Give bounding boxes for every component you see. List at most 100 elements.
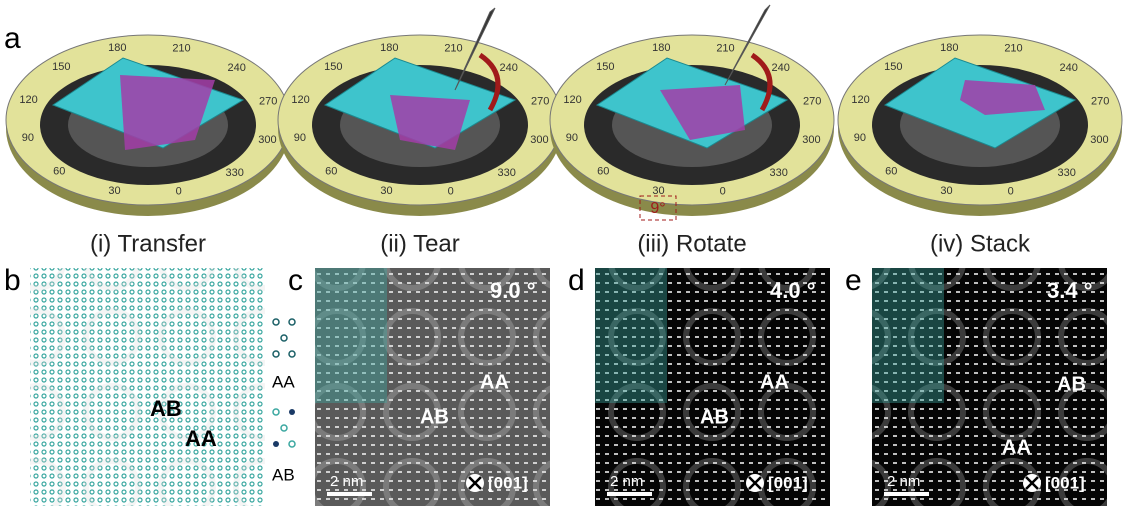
angle-label: 9° bbox=[650, 200, 665, 217]
dial-label: 0 bbox=[720, 186, 726, 198]
dial-label: 90 bbox=[22, 132, 34, 144]
scale-bar bbox=[327, 492, 372, 496]
dial-label: 300 bbox=[1090, 134, 1108, 146]
dial-label: 270 bbox=[531, 96, 549, 108]
dial-label: 210 bbox=[716, 43, 734, 55]
dial-label: 240 bbox=[500, 62, 518, 74]
lattice bbox=[872, 268, 1107, 506]
moire-overlay bbox=[30, 268, 265, 506]
region-label: AA bbox=[760, 371, 789, 393]
angle-label: 9.0 ° bbox=[490, 278, 536, 303]
dial-label: 300 bbox=[258, 134, 276, 146]
dial-label: 180 bbox=[108, 42, 126, 54]
dial-label: 150 bbox=[884, 61, 902, 73]
flake bbox=[960, 80, 1045, 115]
angle-box bbox=[639, 195, 677, 221]
panel-label: c bbox=[288, 264, 303, 297]
dial-label: 330 bbox=[769, 167, 787, 179]
dial-label: 180 bbox=[652, 42, 670, 54]
panel-label: e bbox=[845, 264, 862, 297]
dial-label: 60 bbox=[53, 166, 65, 178]
region-label: AB bbox=[1057, 373, 1086, 395]
scale-bar-label: 2 nm bbox=[610, 473, 643, 490]
region-label: AA bbox=[480, 371, 509, 393]
dial-label: 90 bbox=[294, 132, 306, 144]
dial-label: 120 bbox=[563, 94, 581, 106]
dial-label: 210 bbox=[444, 43, 462, 55]
color-overlay bbox=[315, 268, 387, 403]
dial-label: 0 bbox=[176, 186, 182, 198]
caption: (iv) Stack bbox=[930, 230, 1031, 257]
region-label: AB bbox=[420, 406, 449, 428]
scale-bar-label: 2 nm bbox=[887, 473, 920, 490]
region-label: AB bbox=[150, 396, 182, 421]
dial-label: 60 bbox=[325, 166, 337, 178]
dial-label: 330 bbox=[497, 167, 515, 179]
legend: AA AB bbox=[272, 318, 296, 484]
flake bbox=[660, 85, 745, 140]
color-overlay bbox=[595, 268, 667, 403]
dial-label: 270 bbox=[803, 96, 821, 108]
caption: (i) Transfer bbox=[90, 230, 206, 257]
dial-label: 150 bbox=[596, 61, 614, 73]
dial-label: 210 bbox=[1004, 43, 1022, 55]
arrow bbox=[478, 52, 501, 112]
dial-label: 270 bbox=[259, 96, 277, 108]
arrow bbox=[750, 52, 773, 112]
region-label: AA bbox=[1002, 436, 1031, 458]
panel-label: b bbox=[4, 264, 21, 297]
region-label: AA bbox=[185, 426, 217, 451]
zone-axis-label: [001] bbox=[768, 473, 808, 492]
dial-label: 180 bbox=[940, 42, 958, 54]
dial-label: 300 bbox=[530, 134, 548, 146]
flake bbox=[390, 95, 470, 150]
dial-label: 120 bbox=[291, 94, 309, 106]
dial-label: 330 bbox=[1057, 167, 1075, 179]
angle-label: 3.4 ° bbox=[1047, 278, 1093, 303]
dial-label: 240 bbox=[228, 62, 246, 74]
panel-label: a bbox=[4, 22, 21, 55]
dial-label: 30 bbox=[940, 185, 952, 197]
lattice bbox=[315, 268, 550, 506]
panel-label: d bbox=[568, 264, 585, 297]
zone-axis-symbol bbox=[468, 476, 482, 490]
dial-label: 60 bbox=[597, 166, 609, 178]
zone-axis-label: [001] bbox=[1045, 473, 1085, 492]
dial-label: 120 bbox=[19, 94, 37, 106]
dial-label: 30 bbox=[108, 185, 120, 197]
color-overlay bbox=[872, 268, 944, 403]
scale-bar-label: 2 nm bbox=[330, 473, 363, 490]
dial-label: 300 bbox=[802, 134, 820, 146]
dial-label: 270 bbox=[1091, 96, 1109, 108]
dial-label: 210 bbox=[172, 43, 190, 55]
dial-label: 150 bbox=[324, 61, 342, 73]
dial-label: 30 bbox=[652, 185, 664, 197]
zone-axis-symbol bbox=[748, 476, 762, 490]
legend-label: AB bbox=[272, 465, 295, 484]
region-label: AB bbox=[700, 406, 729, 428]
dial-label: 240 bbox=[772, 62, 790, 74]
dial-label: 150 bbox=[52, 61, 70, 73]
angle-label: 4.0 ° bbox=[770, 278, 816, 303]
flake bbox=[120, 75, 215, 150]
tweezer bbox=[724, 4, 771, 86]
dial-label: 120 bbox=[851, 94, 869, 106]
dial-label: 330 bbox=[225, 167, 243, 179]
dial-label: 90 bbox=[566, 132, 578, 144]
legend-label: AA bbox=[272, 372, 295, 391]
dial-label: 240 bbox=[1060, 62, 1078, 74]
lattice bbox=[595, 268, 830, 506]
dial-label: 180 bbox=[380, 42, 398, 54]
zone-axis-label: [001] bbox=[488, 473, 528, 492]
dial-label: 0 bbox=[448, 186, 454, 198]
scale-bar bbox=[884, 492, 929, 496]
scale-bar bbox=[607, 492, 652, 496]
tweezer bbox=[454, 7, 496, 91]
caption: (iii) Rotate bbox=[637, 230, 746, 257]
zone-axis-symbol bbox=[1025, 476, 1039, 490]
caption: (ii) Tear bbox=[380, 230, 460, 257]
dial-label: 60 bbox=[885, 166, 897, 178]
dial-label: 30 bbox=[380, 185, 392, 197]
dial-label: 0 bbox=[1008, 186, 1014, 198]
